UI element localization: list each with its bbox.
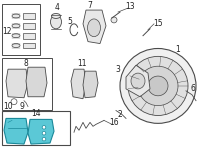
Bar — [2, 4, 40, 55]
Bar — [23, 43, 35, 49]
Circle shape — [128, 56, 188, 116]
Text: 1: 1 — [176, 45, 180, 54]
Polygon shape — [71, 69, 86, 99]
Ellipse shape — [52, 14, 60, 18]
Text: 12: 12 — [2, 27, 12, 36]
Polygon shape — [126, 65, 150, 97]
Ellipse shape — [12, 34, 20, 38]
Ellipse shape — [88, 19, 101, 37]
Text: 10: 10 — [3, 102, 13, 111]
Bar — [2, 111, 70, 145]
Polygon shape — [28, 119, 54, 144]
Polygon shape — [83, 10, 106, 44]
Bar — [23, 13, 35, 19]
Circle shape — [120, 49, 196, 123]
Circle shape — [148, 76, 168, 96]
Ellipse shape — [131, 73, 145, 89]
Circle shape — [42, 126, 46, 129]
Text: 7: 7 — [88, 1, 92, 10]
Text: 8: 8 — [24, 59, 28, 68]
Polygon shape — [6, 69, 28, 98]
Text: 16: 16 — [109, 118, 119, 127]
Text: 4: 4 — [55, 3, 59, 12]
Polygon shape — [26, 67, 47, 97]
Text: 9: 9 — [20, 102, 24, 111]
Text: 6: 6 — [191, 84, 195, 93]
Bar — [23, 33, 35, 39]
Text: 3: 3 — [116, 65, 120, 74]
Circle shape — [111, 17, 117, 23]
Ellipse shape — [50, 15, 62, 29]
Text: 13: 13 — [125, 2, 135, 11]
Ellipse shape — [12, 44, 20, 47]
Polygon shape — [83, 71, 98, 98]
Text: 2: 2 — [118, 110, 122, 119]
Text: 5: 5 — [68, 17, 72, 26]
Circle shape — [138, 66, 178, 106]
Polygon shape — [4, 118, 28, 144]
Text: 11: 11 — [77, 59, 87, 68]
Text: 14: 14 — [31, 109, 41, 118]
Circle shape — [42, 131, 46, 135]
Ellipse shape — [12, 14, 20, 18]
Text: 15: 15 — [153, 19, 163, 28]
Bar — [23, 23, 35, 29]
Circle shape — [42, 137, 46, 141]
Bar — [2, 58, 52, 110]
Ellipse shape — [12, 24, 20, 28]
